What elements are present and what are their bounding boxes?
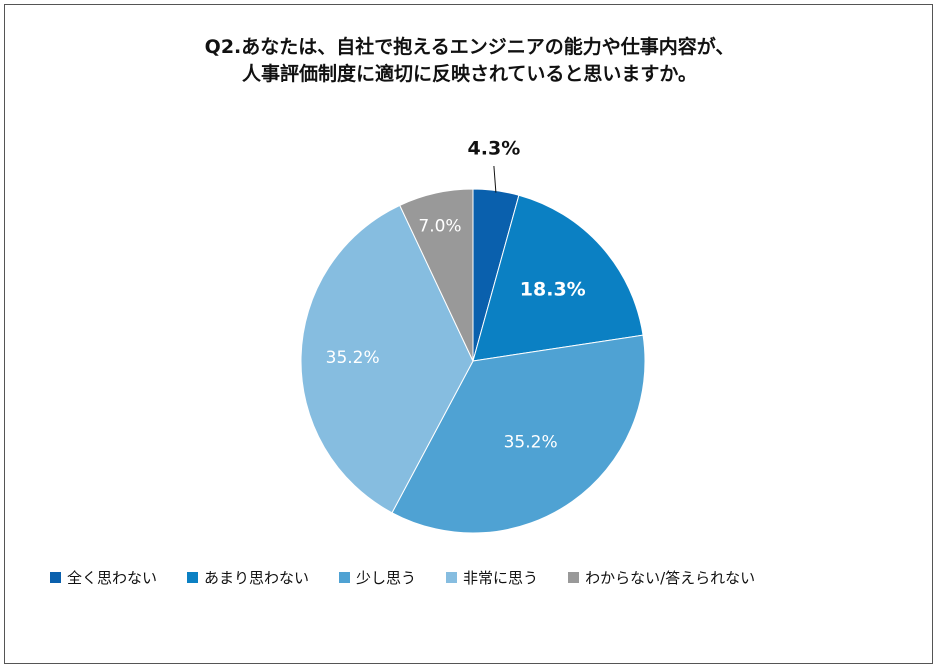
legend-item-3: 少し思う — [339, 567, 416, 588]
legend-swatch-3 — [339, 571, 351, 583]
legend-swatch-5 — [568, 571, 580, 583]
legend-swatch-2 — [187, 571, 199, 583]
chart-title-line-2: 人事評価制度に適切に反映されていると思いますか。 — [241, 63, 698, 85]
chart-title-line-1: Q2.あなたは、自社で抱えるエンジニアの能力や仕事内容が、 — [204, 36, 735, 58]
legend-item-4: 非常に思う — [446, 567, 538, 588]
legend-label-1: 全く思わない — [67, 568, 158, 587]
chart-title: Q2.あなたは、自社で抱えるエンジニアの能力や仕事内容が、 人事評価制度に適切に… — [0, 34, 939, 88]
data-label-3: 35.2% — [504, 432, 558, 452]
pie-slice-5 — [399, 188, 474, 362]
pie-slice-4 — [300, 204, 474, 514]
data-label-1: 4.3% — [468, 138, 521, 160]
legend-label-2: あまり思わない — [204, 568, 310, 587]
data-label-4: 35.2% — [326, 348, 380, 368]
legend-item-1: 全く思わない — [50, 567, 157, 588]
pie-slice-3 — [391, 334, 646, 534]
data-label-2: 18.3% — [520, 279, 586, 301]
legend-swatch-4 — [446, 571, 458, 583]
legend-item-2: あまり思わない — [187, 567, 309, 588]
legend-label-3: 少し思う — [356, 568, 417, 587]
leader-line-1 — [493, 165, 497, 193]
legend-label-5: わからない/答えられない — [585, 568, 756, 587]
chart-legend: 全く思わない あまり思わない 少し思う 非常に思う わからない/答えられない — [50, 566, 785, 588]
pie-slice-2 — [472, 194, 644, 362]
data-label-5: 7.0% — [418, 217, 461, 237]
legend-label-4: 非常に思う — [463, 568, 539, 587]
legend-item-5: わからない/答えられない — [568, 567, 755, 588]
legend-swatch-1 — [50, 571, 61, 583]
